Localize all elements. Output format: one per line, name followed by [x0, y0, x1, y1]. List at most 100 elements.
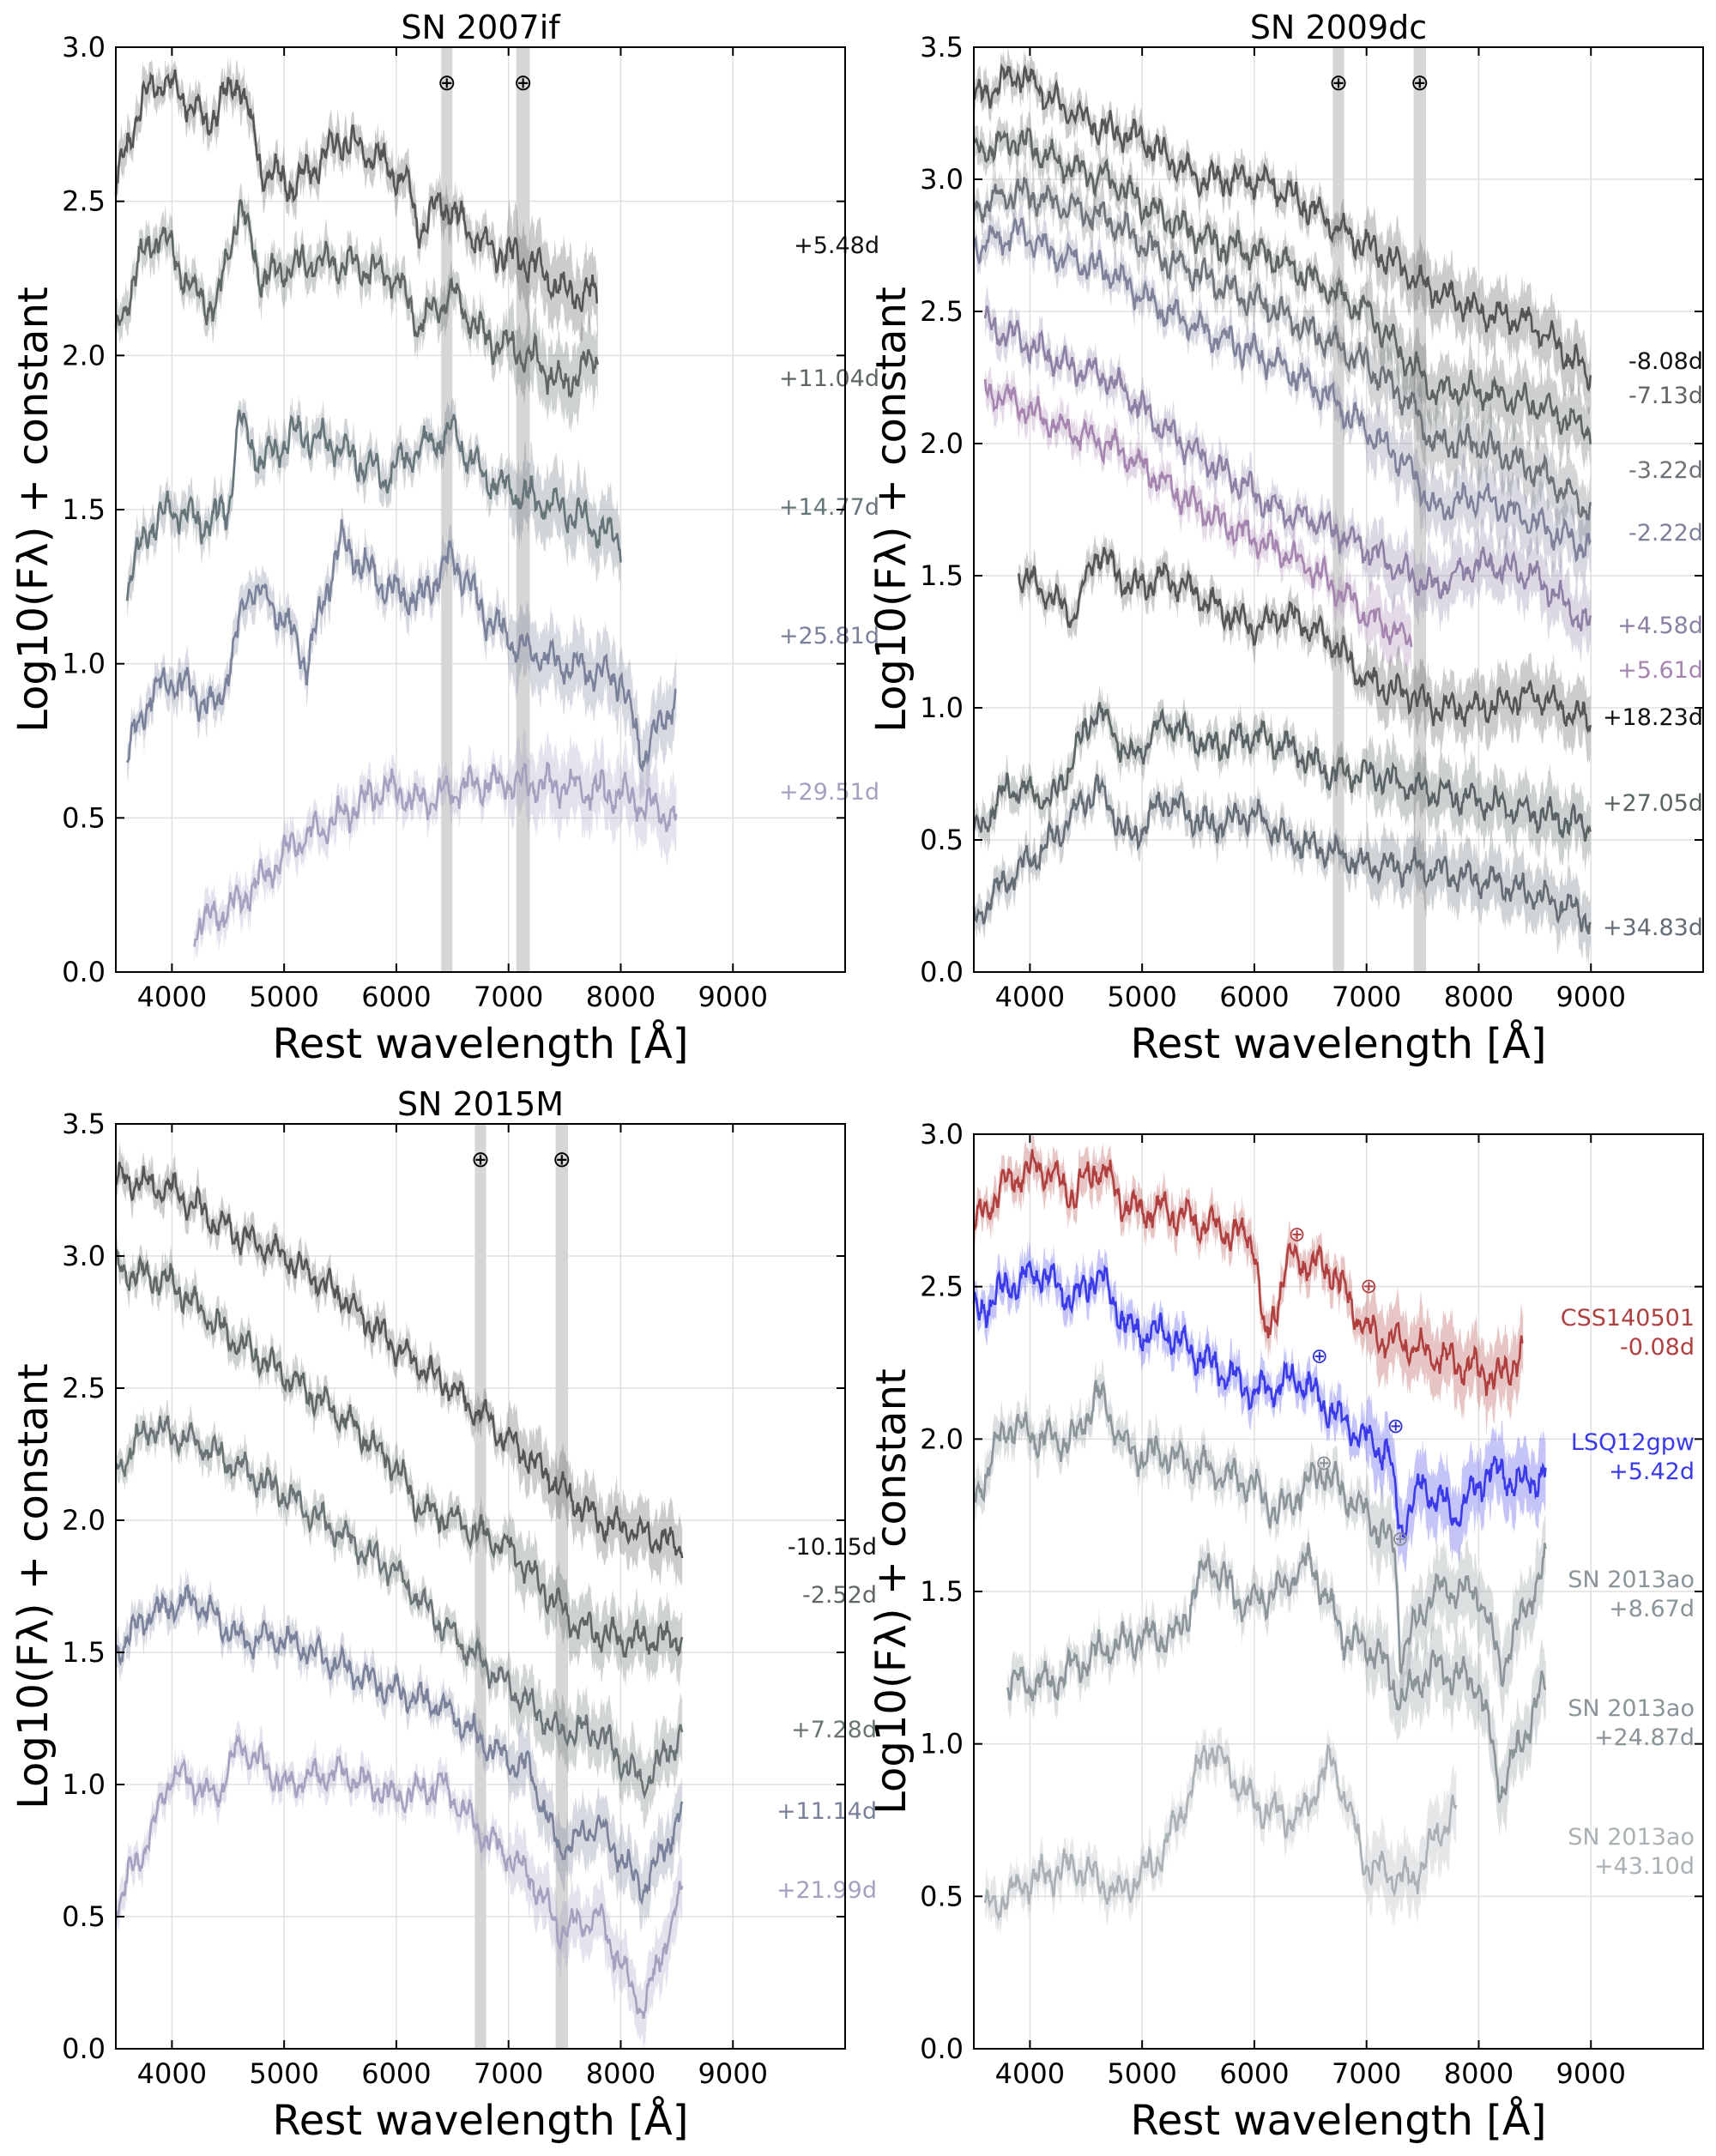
x-tick-label: 4000: [137, 2057, 207, 2090]
plot-frame: [973, 46, 1704, 973]
series-epoch-label: +8.67d: [1609, 1596, 1695, 1622]
x-tick-label: 5000: [1107, 2057, 1176, 2090]
x-tick-label: 8000: [586, 981, 656, 1013]
panel-title: SN 2015M: [397, 1085, 564, 1123]
spectrum-error-band: [974, 156, 1591, 549]
series-epoch-label: -8.08d: [1628, 348, 1703, 375]
telluric-icon: ⊕: [471, 1147, 490, 1173]
x-tick-label: 7000: [474, 981, 543, 1013]
x-tick-label: 8000: [586, 2057, 656, 2090]
spectrum-line: [114, 198, 600, 399]
spectrum-line: [972, 1260, 1547, 1539]
y-tick-label: 3.5: [920, 31, 964, 63]
spectrum-error-band: [985, 1724, 1457, 1936]
x-tick-label: 8000: [1444, 981, 1514, 1013]
x-tick-label: 6000: [361, 981, 431, 1013]
telluric-icon: ⊕: [1387, 1414, 1405, 1438]
x-tick-label: 8000: [1444, 2057, 1514, 2090]
x-tick-label: 9000: [698, 981, 768, 1013]
telluric-icon: ⊕: [1411, 70, 1429, 96]
series-epoch-label: +7.28d: [791, 1717, 877, 1743]
y-tick-label: 0.0: [920, 2032, 964, 2065]
x-axis-label: Rest wavelength [Å]: [1131, 1019, 1547, 1068]
spectrum-line: [983, 1743, 1458, 1922]
series-epoch-label: +24.87d: [1594, 1724, 1695, 1751]
panel-sn2015m: ⊕ ⊕ -10.15d -2.52d +7.28d +11.14d +21.99d 4000 5…: [9, 1085, 877, 2145]
spectrum-error-band: [127, 508, 677, 804]
y-tick-label: 2.0: [62, 1504, 106, 1537]
telluric-icon: ⊕: [1329, 70, 1348, 96]
x-tick-label: 4000: [137, 981, 207, 1013]
series-epoch-label: +4.58d: [1617, 613, 1703, 639]
y-tick-label: 3.0: [920, 1118, 964, 1150]
series-epoch-label: -0.08d: [1620, 1334, 1695, 1361]
x-axis-label: Rest wavelength [Å]: [273, 2096, 689, 2145]
y-tick-label: 2.5: [62, 1372, 106, 1404]
series-epoch-label: +27.05d: [1603, 790, 1703, 817]
spectrum-line: [972, 702, 1592, 842]
x-tick-label: 7000: [474, 2057, 543, 2090]
y-tick-label: 0.0: [920, 956, 964, 988]
x-tick-label: 7000: [1332, 981, 1401, 1013]
spectrum-line: [983, 378, 1413, 648]
y-tick-label: 3.0: [62, 31, 106, 63]
spectrum-line: [972, 773, 1592, 935]
y-tick-label: 0.0: [62, 2032, 106, 2065]
y-tick-label: 3.0: [920, 163, 964, 196]
x-tick-label: 5000: [249, 981, 318, 1013]
series-name-label: LSQ12gpw: [1571, 1429, 1695, 1456]
x-tick-label: 4000: [995, 2057, 1065, 2090]
spectrum-line: [193, 761, 678, 947]
spectrum-line: [125, 519, 677, 773]
y-tick-label: 3.0: [62, 1240, 106, 1272]
x-axis-label: Rest wavelength [Å]: [1131, 2096, 1547, 2145]
y-tick-label: 1.5: [920, 559, 964, 592]
spectrum-line: [114, 1247, 684, 1658]
series-epoch-label: -7.13d: [1628, 383, 1703, 409]
spectrum-error-band: [127, 394, 621, 619]
telluric-band: [555, 1124, 568, 2049]
spectrum-error-band: [974, 758, 1591, 966]
series-epoch-label: +5.42d: [1609, 1458, 1695, 1485]
x-tick-label: 7000: [1332, 2057, 1401, 2090]
spectrum-error-band: [974, 199, 1591, 590]
y-tick-label: 0.5: [62, 1900, 106, 1933]
spectrum-error-band: [116, 1231, 683, 1688]
series-epoch-label: -2.52d: [802, 1582, 877, 1609]
series-epoch-label: +11.14d: [776, 1798, 877, 1825]
y-tick-label: 0.5: [920, 824, 964, 856]
spectrum-error-band: [116, 1719, 683, 2053]
y-axis-label: Log10(Fλ) + constant: [9, 287, 57, 733]
series-name-label: SN 2013ao: [1568, 1567, 1695, 1593]
telluric-band: [1332, 47, 1344, 972]
y-tick-label: 2.0: [920, 1422, 964, 1455]
telluric-icon: ⊕: [1360, 1274, 1377, 1298]
spectrum-error-band: [194, 728, 677, 963]
telluric-band: [441, 47, 453, 972]
series-name-label: SN 2013ao: [1568, 1824, 1695, 1851]
telluric-icon: ⊕: [1311, 1344, 1328, 1368]
x-tick-label: 9000: [698, 2057, 768, 2090]
spectrum-line: [972, 216, 1592, 563]
series-epoch-label: +29.51d: [779, 779, 879, 806]
y-tick-label: 2.0: [920, 427, 964, 460]
x-tick-label: 6000: [1219, 2057, 1289, 2090]
panel-sn2009dc: ⊕ ⊕ -8.08d -7.13d -3.22d -2.22d +4.58d +5.61d +1…: [867, 9, 1704, 1068]
spectrum-line: [114, 1415, 684, 1800]
spectrum-line: [114, 1162, 684, 1559]
y-tick-label: 2.5: [920, 295, 964, 328]
series-epoch-label: +25.81d: [779, 623, 879, 649]
y-tick-label: 2.5: [920, 1271, 964, 1303]
telluric-icon: ⊕: [514, 70, 533, 96]
y-tick-label: 3.5: [62, 1108, 106, 1140]
telluric-icon: ⊕: [553, 1147, 571, 1173]
y-tick-label: 2.5: [62, 185, 106, 218]
series-epoch-label: -10.15d: [788, 1534, 877, 1561]
series-epoch-label: +18.23d: [1603, 704, 1703, 731]
x-tick-label: 4000: [995, 981, 1065, 1013]
spectrum-line: [972, 1380, 1547, 1688]
series-epoch-label: +34.83d: [1603, 915, 1703, 941]
telluric-icon: ⊕: [1392, 1527, 1409, 1551]
y-tick-label: 0.0: [62, 956, 106, 988]
